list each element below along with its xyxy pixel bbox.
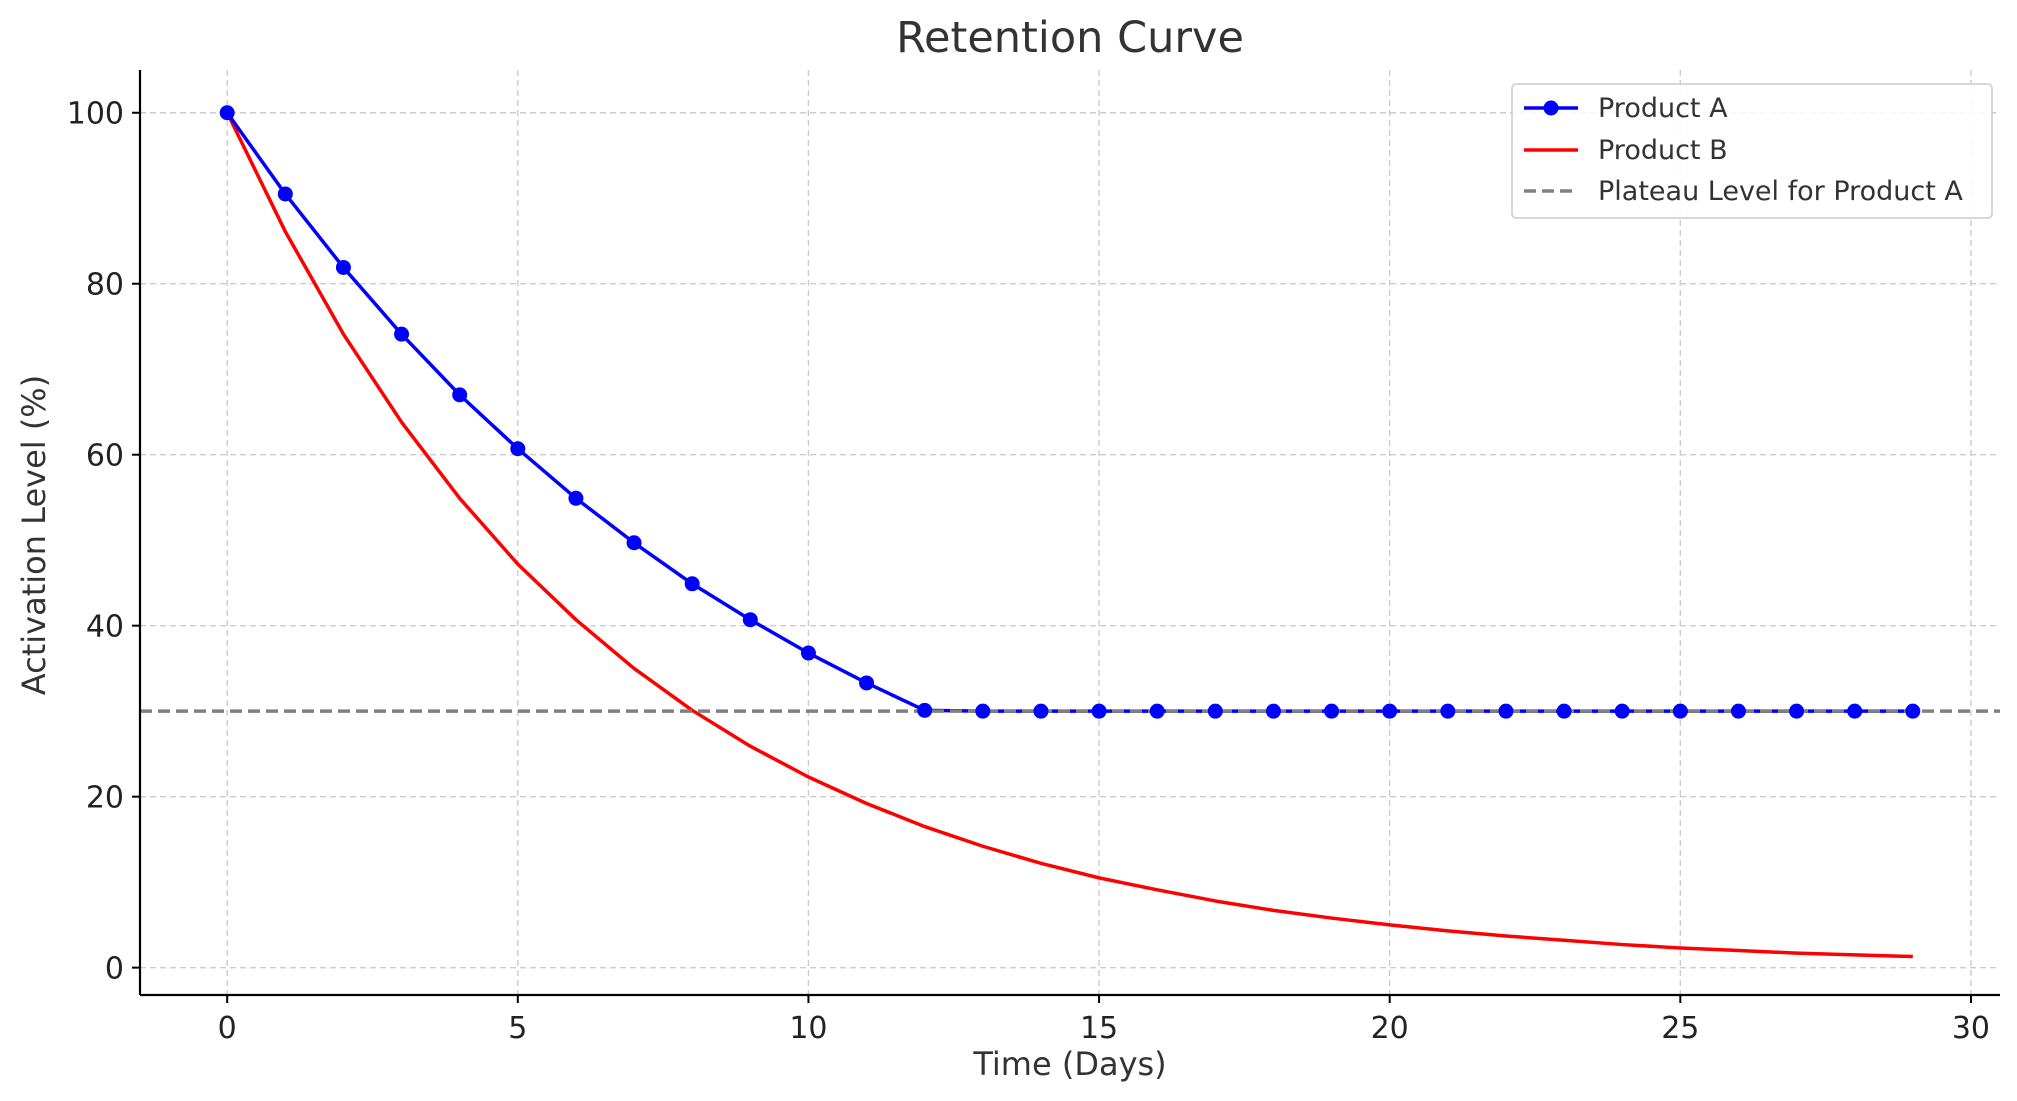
- y-tick-label: 100: [67, 97, 124, 132]
- data-point-product-a: [1033, 703, 1049, 719]
- data-point-product-a: [452, 387, 468, 403]
- data-point-product-a: [1265, 703, 1281, 719]
- y-tick-label: 0: [105, 952, 124, 987]
- data-point-product-a: [1730, 703, 1746, 719]
- data-point-product-a: [1324, 703, 1340, 719]
- x-tick-label: 5: [508, 1011, 527, 1046]
- data-point-product-a: [975, 703, 991, 719]
- x-tick-label: 0: [218, 1011, 237, 1046]
- x-tick-label: 10: [789, 1011, 827, 1046]
- legend-label-product-a: Product A: [1598, 93, 1728, 124]
- x-tick-label: 20: [1371, 1011, 1409, 1046]
- legend-label-product-b: Product B: [1598, 135, 1728, 166]
- data-point-product-a: [800, 645, 816, 661]
- chart-title: Retention Curve: [896, 13, 1244, 63]
- x-tick-label: 30: [1952, 1011, 1990, 1046]
- x-axis-label: Time (Days): [972, 1045, 1166, 1083]
- legend-entry-product-a: Product A: [1524, 93, 1728, 124]
- data-point-product-a: [568, 490, 584, 506]
- data-point-product-a: [1440, 703, 1456, 719]
- data-point-product-a: [1847, 703, 1863, 719]
- x-tick-label: 25: [1661, 1011, 1699, 1046]
- data-point-product-a: [335, 259, 351, 275]
- x-tick-label: 15: [1080, 1011, 1118, 1046]
- data-point-product-a: [917, 702, 933, 718]
- data-point-product-a: [510, 441, 526, 457]
- y-tick-label: 60: [86, 439, 124, 474]
- data-point-product-a: [1789, 703, 1805, 719]
- y-tick-label: 40: [86, 610, 124, 645]
- y-tick-label: 80: [86, 268, 124, 303]
- data-point-product-a: [1091, 703, 1107, 719]
- data-point-product-a: [742, 612, 758, 628]
- data-point-product-a: [394, 326, 410, 342]
- data-point-product-a: [859, 675, 875, 691]
- legend-box: [1511, 83, 1993, 219]
- data-point-product-a: [1207, 703, 1223, 719]
- legend-label-plateau: Plateau Level for Product A: [1598, 176, 1963, 207]
- legend-marker-product-a: [1543, 100, 1559, 116]
- data-point-product-a: [277, 186, 293, 202]
- data-point-product-a: [1556, 703, 1572, 719]
- axes: 0 5 10 15 20 25 30 0 20 40 60 80 100: [67, 70, 2000, 1046]
- data-point-product-a: [1149, 703, 1165, 719]
- data-point-product-a: [219, 105, 235, 121]
- series-line-product-b: [225, 111, 1913, 959]
- y-axis-label: Activation Level (%): [15, 375, 53, 695]
- data-point-product-a: [1614, 703, 1630, 719]
- data-point-product-a: [1672, 703, 1688, 719]
- data-point-product-a: [684, 576, 700, 592]
- data-point-product-a: [1382, 703, 1398, 719]
- data-point-product-a: [626, 535, 642, 551]
- legend-entry-plateau: Plateau Level for Product A: [1524, 176, 1963, 207]
- series-layer: [140, 105, 2000, 959]
- data-point-product-a: [1498, 703, 1514, 719]
- y-tick-label: 20: [86, 781, 124, 816]
- legend: Product A Product B Plateau Level for Pr…: [1511, 83, 1993, 219]
- data-point-product-a: [1905, 703, 1921, 719]
- legend-entry-product-b: Product B: [1524, 135, 1728, 166]
